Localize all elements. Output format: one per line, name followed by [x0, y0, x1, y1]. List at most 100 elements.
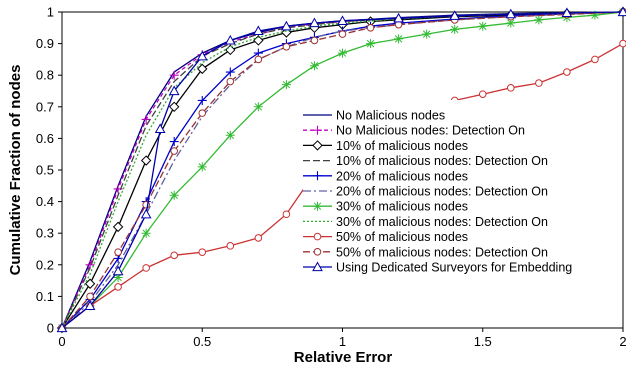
y-tick-label: 0.6: [36, 131, 54, 146]
data-point: [114, 283, 122, 291]
y-tick-label: 0.1: [36, 289, 54, 304]
legend-label: Using Dedicated Surveyors for Embedding: [336, 261, 572, 275]
data-point: [168, 101, 180, 113]
data-point: [140, 155, 152, 166]
legend-label: 50% of malicious nodes: Detection On: [336, 245, 548, 259]
data-point: [309, 61, 319, 71]
legend-marker: [313, 171, 322, 181]
data-point: [366, 24, 375, 32]
data-point: [282, 42, 291, 51]
data-point: [113, 272, 123, 282]
data-point: [197, 63, 208, 75]
data-point: [169, 190, 179, 200]
legend-box: [303, 100, 613, 293]
data-point: [226, 77, 235, 86]
data-point: [422, 29, 432, 39]
legend-label: No Malicious nodes: [336, 109, 445, 123]
data-point: [170, 251, 178, 260]
legend-label: 10% of malicious nodes: Detection On: [336, 154, 548, 168]
data-point: [590, 10, 600, 20]
y-tick-label: 0.3: [36, 226, 54, 241]
x-tick-label: 0: [58, 334, 65, 349]
data-point: [507, 84, 515, 92]
data-point: [591, 55, 599, 64]
data-point: [198, 248, 207, 256]
y-tick-label: 0.2: [36, 257, 54, 272]
data-point: [169, 137, 179, 147]
legend-label: No Malicious nodes: Detection On: [336, 124, 525, 138]
y-tick-label: 0.5: [36, 163, 54, 178]
legend-item: No Malicious nodes: [303, 109, 445, 123]
data-point: [168, 85, 180, 96]
y-tick-label: 0.7: [36, 99, 54, 114]
data-point: [534, 15, 544, 25]
data-point: [142, 264, 150, 272]
data-point: [506, 18, 516, 28]
legend-marker: [313, 201, 322, 211]
data-point: [86, 292, 94, 301]
data-point: [337, 15, 348, 25]
legend-label: 20% of malicious nodes: Detection On: [336, 185, 548, 199]
data-point: [224, 34, 236, 45]
data-point: [253, 102, 263, 112]
data-point: [281, 20, 292, 31]
data-point: [561, 7, 573, 18]
y-tick-label: 0.4: [36, 194, 54, 209]
data-point: [56, 322, 68, 333]
data-point: [505, 8, 517, 19]
y-tick-label: 1: [47, 5, 54, 20]
legend-item: 10% of malicious nodes: Detection On: [303, 154, 548, 168]
legend-label: 30% of malicious nodes: [336, 200, 468, 214]
data-point: [197, 162, 207, 172]
legend-label: 10% of malicious nodes: [336, 139, 468, 153]
data-point: [254, 55, 263, 64]
legend-marker: [313, 248, 322, 256]
data-point: [393, 12, 404, 23]
data-point: [366, 39, 376, 49]
data-point: [226, 242, 235, 250]
data-point: [563, 68, 571, 76]
series-group: [56, 6, 626, 334]
x-tick-label: 1: [339, 334, 346, 349]
data-point: [141, 114, 151, 124]
y-tick-label: 0.9: [36, 36, 54, 51]
data-point: [282, 210, 291, 219]
data-point: [281, 80, 291, 90]
data-point: [449, 10, 461, 20]
data-point: [535, 79, 543, 87]
data-point: [309, 17, 320, 28]
y-tick-label: 0: [47, 321, 54, 336]
data-point: [196, 50, 208, 61]
data-point: [169, 70, 179, 80]
legend-item: 50% of malicious nodes: Detection On: [303, 245, 548, 259]
legend-marker: [312, 261, 323, 272]
data-point: [154, 123, 166, 134]
data-point: [112, 265, 124, 276]
legend-marker: [313, 232, 322, 241]
data-point: [225, 130, 235, 140]
data-point: [112, 221, 124, 233]
data-point: [338, 48, 347, 58]
legend-label: 50% of malicious nodes: [336, 230, 468, 244]
series-7: [57, 7, 626, 333]
legend-item: Using Dedicated Surveyors for Embedding: [303, 261, 572, 275]
legend-item: 10% of malicious nodes: [303, 139, 468, 153]
legend-item: 30% of malicious nodes: Detection On: [303, 215, 548, 229]
legend-marker: [313, 125, 322, 135]
y-axis-title: Cumulative Fraction of nodes: [7, 65, 24, 276]
data-point: [253, 25, 264, 36]
data-point: [478, 90, 487, 98]
data-point: [170, 147, 178, 155]
data-point: [140, 208, 152, 219]
data-point: [394, 34, 404, 44]
data-point: [114, 248, 122, 256]
legend-item: 20% of malicious nodes: [303, 169, 468, 183]
legend-label: 20% of malicious nodes: [336, 169, 468, 183]
data-point: [478, 21, 488, 31]
data-point: [450, 24, 460, 34]
y-tick-label: 0.8: [36, 68, 54, 83]
data-point: [254, 234, 263, 242]
legend-item: 30% of malicious nodes: [303, 200, 468, 214]
